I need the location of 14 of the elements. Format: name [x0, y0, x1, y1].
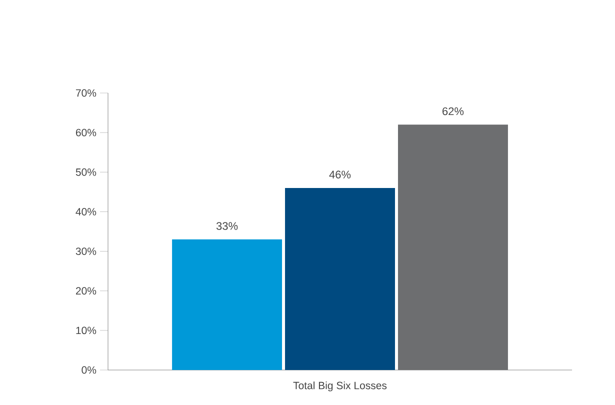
bar	[285, 188, 395, 370]
y-tick-label: 20%	[76, 287, 96, 295]
data-label: 33%	[216, 222, 238, 230]
bar	[172, 239, 282, 370]
data-label: 62%	[442, 107, 464, 116]
y-tick-label: 50%	[76, 168, 96, 176]
y-tick-label: 30%	[76, 248, 96, 256]
data-label: 46%	[329, 170, 351, 178]
y-tick-label: 70%	[76, 89, 96, 97]
y-tick-label: 40%	[76, 208, 96, 216]
x-tick-label: Total Big Six Losses	[293, 382, 387, 392]
y-tick-label: 60%	[76, 128, 96, 136]
y-tick-label: 10%	[76, 326, 96, 334]
y-tick-label: 0%	[82, 366, 96, 374]
